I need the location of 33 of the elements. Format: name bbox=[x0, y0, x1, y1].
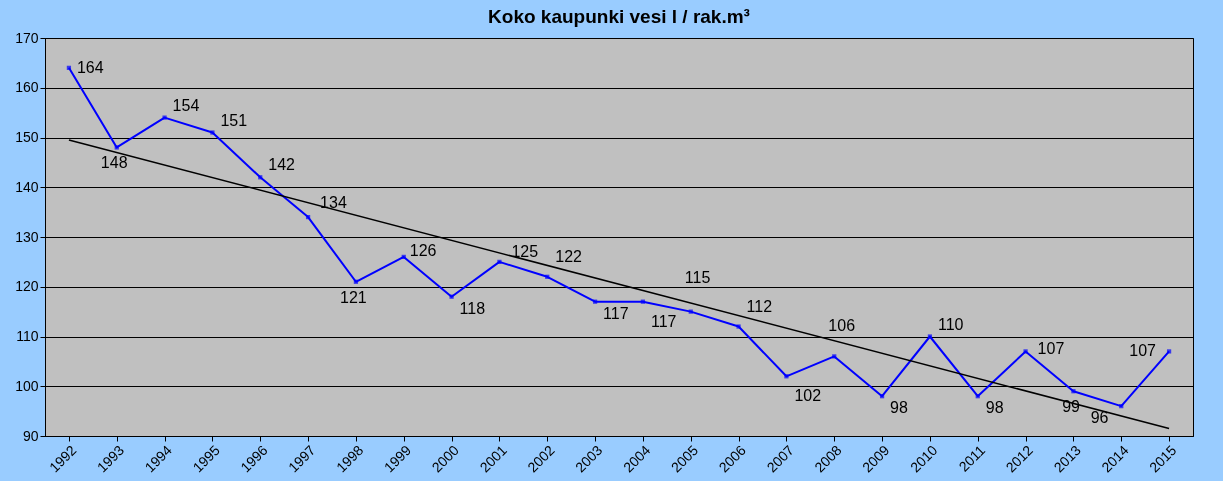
y-tick-label: 160 bbox=[15, 79, 39, 96]
data-label: 121 bbox=[340, 288, 367, 306]
data-label: 106 bbox=[828, 317, 856, 335]
data-label: 117 bbox=[650, 312, 677, 330]
data-label: 98 bbox=[985, 399, 1004, 417]
data-label: 107 bbox=[1037, 340, 1065, 358]
data-label: 118 bbox=[459, 299, 486, 317]
y-tick-label: 90 bbox=[22, 427, 39, 444]
y-tick-label: 100 bbox=[15, 377, 39, 394]
y-tick-label: 120 bbox=[15, 278, 39, 295]
data-label: 148 bbox=[100, 154, 128, 172]
data-label: 142 bbox=[268, 156, 296, 174]
data-label: 125 bbox=[511, 242, 539, 260]
data-label: 98 bbox=[890, 399, 908, 417]
data-label: 117 bbox=[603, 304, 629, 322]
data-label: 164 bbox=[76, 58, 104, 76]
data-label: 102 bbox=[794, 387, 822, 405]
data-label: 126 bbox=[409, 241, 437, 259]
data-label: 154 bbox=[172, 96, 200, 114]
y-tick-label: 130 bbox=[15, 228, 39, 245]
data-label: 134 bbox=[320, 194, 347, 212]
chart-title: Koko kaupunki vesi l / rak.m³ bbox=[488, 6, 750, 27]
y-tick-label: 170 bbox=[15, 29, 39, 46]
y-tick-label: 110 bbox=[16, 328, 39, 344]
data-label: 110 bbox=[937, 315, 964, 333]
data-label: 151 bbox=[220, 111, 248, 129]
data-label: 112 bbox=[746, 297, 773, 315]
y-tick-label: 150 bbox=[15, 129, 39, 145]
data-label: 96 bbox=[1090, 409, 1109, 427]
data-label: 122 bbox=[555, 247, 583, 265]
data-label: 115 bbox=[684, 268, 711, 286]
y-tick-label: 140 bbox=[15, 178, 39, 195]
data-label: 107 bbox=[1129, 342, 1157, 360]
